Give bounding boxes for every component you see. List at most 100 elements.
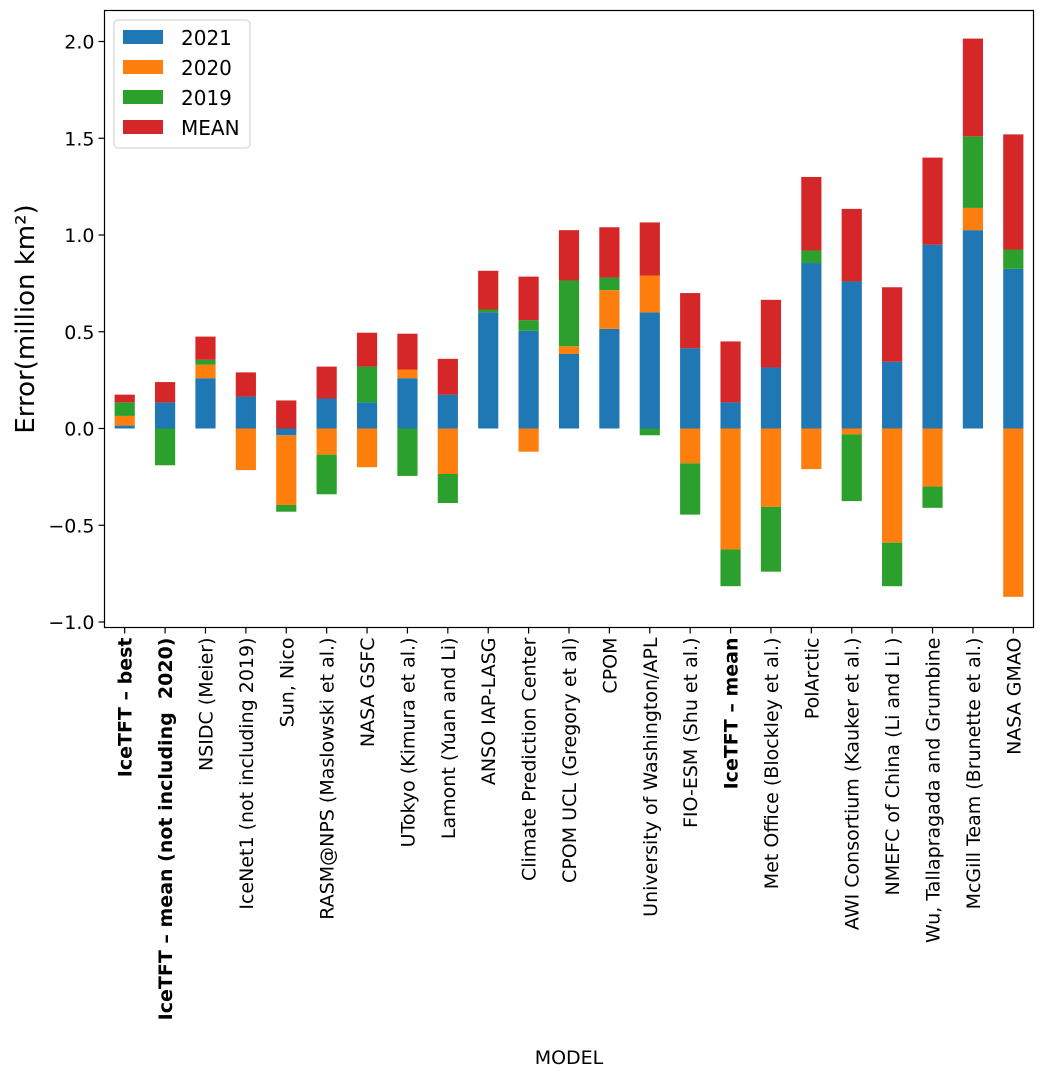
y-tick-label: 1.0 [64, 225, 94, 247]
bar-segment-mean [801, 176, 822, 251]
bar-segment-2020 [680, 428, 701, 464]
bar-segment-mean [235, 372, 256, 397]
bar-segment-2021 [397, 378, 418, 429]
x-tick-label: Sun, Nico [276, 638, 298, 728]
bar-segment-2019 [720, 549, 741, 587]
bar-segment-2021 [478, 312, 499, 429]
bar-segment-mean [356, 332, 378, 367]
bar-segment-2020 [518, 428, 539, 452]
bar-segment-2019 [599, 277, 620, 291]
legend-swatch-mean [123, 120, 163, 134]
bar-segment-2019 [962, 136, 984, 208]
bar-segment-2021 [639, 312, 660, 429]
bar-segment-2019 [114, 402, 135, 416]
legend: 2021 2020 2019 MEAN [113, 19, 251, 149]
bars-layer [114, 38, 1024, 597]
bar-segment-2019 [801, 250, 822, 264]
y-tick-label: 2.0 [64, 32, 94, 54]
bar-segment-2020 [437, 428, 458, 474]
bar-segment-mean [599, 227, 620, 278]
bar-segment-2019 [1003, 249, 1024, 269]
bar-segment-mean [841, 208, 862, 282]
bar-segment-2021 [882, 361, 903, 429]
legend-swatch-2020 [123, 60, 163, 74]
x-tick-label: NASA GSFC [357, 638, 379, 748]
bar-segment-2019 [760, 506, 782, 572]
bar-segment-2019 [841, 434, 862, 502]
y-tick-label: 1.5 [64, 128, 94, 150]
x-tick-label: McGill Team (Brunette et al.) [963, 638, 985, 910]
bar-segment-2019 [397, 428, 418, 476]
x-tick-label: IceNet1 (not including 2019) [236, 638, 258, 910]
x-tick-label: NMEFC of China (Li and Li ) [882, 638, 904, 896]
bar-segment-mean [680, 293, 701, 349]
x-tick-label: IceTFT – mean (not including 2020) [155, 638, 177, 1021]
bar-segment-2019 [518, 320, 539, 331]
x-tick-label: PolArctic [801, 638, 823, 720]
bar-segment-mean [720, 341, 741, 403]
bar-segment-2019 [356, 366, 378, 403]
x-tick-label: University of Washington/APL [640, 637, 662, 917]
bar-segment-2021 [154, 402, 176, 429]
bar-segment-2019 [478, 309, 499, 313]
bar-segment-2020 [962, 207, 984, 231]
x-axis-label: MODEL [535, 1047, 604, 1069]
x-tick-label: ANSO IAP-LASG [478, 638, 500, 786]
y-tick-label: −0.5 [48, 515, 94, 537]
bar-segment-2019 [680, 463, 701, 515]
bar-segment-2019 [437, 473, 458, 503]
x-tick-label: FIO-ESM (Shu et al.) [680, 638, 702, 829]
bar-segment-2019 [558, 280, 580, 347]
bar-segment-2021 [276, 428, 297, 436]
y-axis: −1.0 −0.5 0.0 0.5 1.0 1.5 2.0 [48, 32, 105, 634]
y-tick-label: 0.5 [64, 322, 94, 344]
x-axis: IceTFT – best IceTFT – mean (not includin… [115, 627, 1025, 1021]
bar-segment-2020 [1003, 428, 1024, 597]
bar-segment-2020 [558, 346, 580, 355]
bar-segment-mean [195, 336, 216, 360]
x-tick-label: Wu, Tallapragada and Grumbine [923, 638, 945, 943]
x-tick-label: Climate Prediction Center [519, 637, 541, 881]
bar-segment-2020 [801, 428, 822, 470]
legend-swatch-2021 [123, 30, 163, 44]
x-tick-label: Lamont (Yuan and Li) [438, 638, 460, 840]
y-axis-label: Error(million km²) [11, 204, 41, 433]
bar-segment-mean [1003, 134, 1024, 250]
bar-segment-2019 [882, 542, 903, 587]
bar-segment-2021 [922, 244, 943, 429]
bar-segment-mean [316, 366, 337, 399]
bar-segment-2020 [882, 428, 903, 543]
legend-box [113, 19, 251, 149]
x-tick-label: Met Office (Blockley et al.) [761, 638, 783, 890]
bar-segment-2020 [720, 428, 741, 550]
bar-segment-2020 [316, 428, 337, 455]
x-tick-label: CPOM UCL (Gregory et al) [559, 638, 581, 883]
bar-segment-mean [437, 358, 458, 395]
bar-segment-2020 [276, 435, 297, 505]
bar-segment-mean [478, 270, 499, 310]
x-tick-label: IceTFT – best [115, 638, 137, 778]
bar-segment-mean [760, 299, 782, 368]
bar-segment-2021 [195, 378, 216, 429]
bar-segment-2020 [356, 428, 378, 468]
bar-segment-2019 [154, 428, 176, 466]
bar-segment-2019 [195, 359, 216, 365]
bar-segment-2021 [760, 367, 782, 429]
x-tick-label: NASA GMAO [1003, 638, 1025, 755]
x-tick-label: UTokyo (Kimura et al.) [397, 638, 419, 848]
bar-segment-2019 [276, 504, 297, 512]
bar-segment-mean [962, 38, 984, 137]
bar-segment-2020 [114, 415, 135, 426]
bar-segment-2021 [720, 402, 741, 429]
bar-segment-2020 [235, 428, 256, 471]
x-tick-label: NSIDC (Meier) [195, 638, 217, 772]
bar-segment-mean [114, 394, 135, 403]
x-tick-label: RASM@NPS (Maslowski et al.) [317, 638, 339, 920]
bar-segment-mean [518, 276, 539, 321]
bar-segment-2021 [841, 281, 862, 429]
bar-segment-mean [558, 230, 580, 281]
legend-label: 2019 [181, 86, 232, 110]
legend-swatch-2019 [123, 90, 163, 104]
bar-segment-2021 [437, 394, 458, 429]
